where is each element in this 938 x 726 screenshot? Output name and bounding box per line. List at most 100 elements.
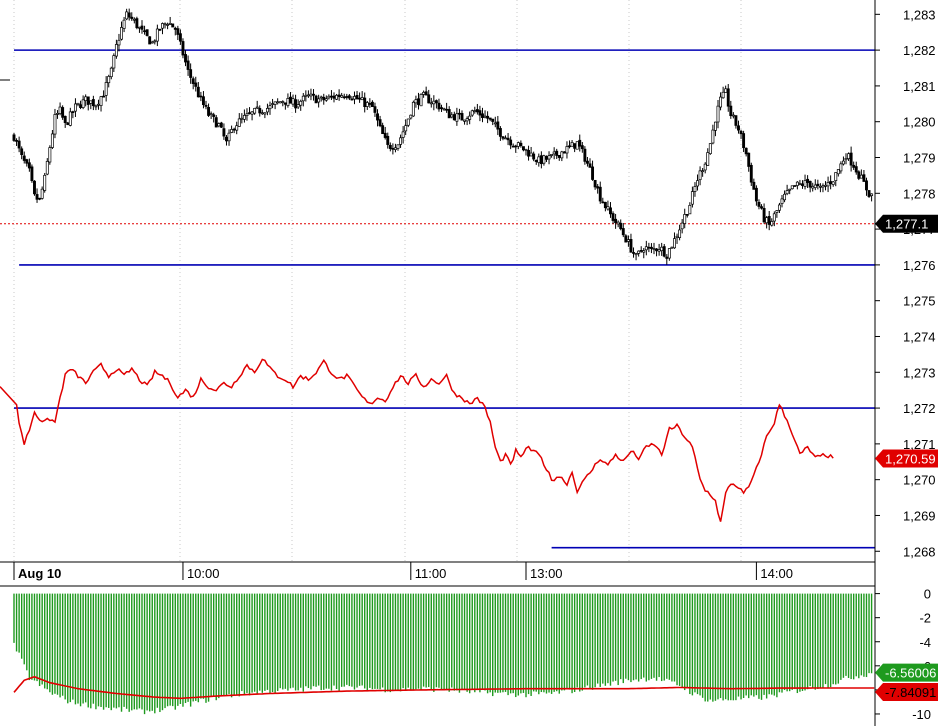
candle [296, 99, 300, 110]
candle [301, 92, 305, 107]
histogram-bar [691, 593, 694, 696]
candle [509, 136, 513, 150]
candle [376, 109, 379, 127]
histogram-bar [719, 593, 722, 699]
histogram-bar [274, 593, 276, 693]
candle [491, 118, 495, 126]
candle [79, 100, 83, 110]
candle [22, 151, 26, 164]
candle-body-down [481, 113, 484, 118]
histogram-bar [74, 593, 77, 705]
candle [276, 98, 280, 105]
candle-body-up [657, 249, 661, 252]
candle-body-down [363, 97, 367, 107]
candle [557, 155, 561, 161]
candle-body-up [276, 101, 280, 104]
candle-body-up [245, 113, 249, 116]
price-panel[interactable] [0, 8, 875, 549]
candle-body-up [335, 94, 339, 100]
candle [166, 22, 170, 30]
histogram-bar [745, 593, 747, 696]
candle [86, 96, 90, 111]
histogram-bar [668, 593, 671, 680]
candle-body-up [56, 112, 59, 115]
candle [772, 211, 776, 227]
candle [632, 247, 635, 258]
histogram-bar [315, 593, 317, 687]
histogram-bar [266, 593, 269, 690]
candle-body-down [225, 136, 228, 142]
candle-body-down [665, 256, 669, 259]
candle [514, 144, 518, 153]
red-line-path [0, 358, 834, 522]
histogram-bar [461, 593, 463, 690]
candle-body-down [332, 95, 336, 99]
candle [752, 178, 756, 190]
histogram-bar [735, 593, 737, 701]
candle [621, 223, 625, 238]
candle [94, 104, 98, 111]
histogram-bar [456, 593, 458, 691]
candle [45, 158, 49, 176]
candle-body-up [711, 129, 715, 144]
candle [368, 98, 372, 108]
candle-body-down [555, 150, 559, 156]
histogram-bar [748, 593, 750, 699]
histogram-bar [694, 593, 696, 693]
candle-body-up [626, 239, 630, 242]
indicator-panel[interactable] [13, 593, 875, 715]
candle [670, 246, 674, 249]
candle-body-up [772, 213, 776, 222]
histogram-bar [356, 593, 358, 688]
candle [258, 105, 262, 117]
candle-body-up [550, 154, 554, 156]
histogram-bar [614, 593, 617, 681]
candle [481, 107, 484, 123]
candle-body-up [463, 119, 467, 122]
candle [114, 39, 118, 59]
candle-body-down [619, 222, 623, 230]
candle [409, 114, 413, 120]
histogram-bar [671, 593, 673, 682]
histogram-bar [571, 593, 573, 694]
candle [125, 8, 129, 21]
candle-body-up [278, 101, 282, 104]
candle [353, 91, 356, 105]
histogram-bar [563, 593, 566, 691]
candle-body-down [729, 105, 733, 117]
candle [529, 146, 533, 157]
candle [148, 36, 152, 45]
histogram-bar [387, 593, 389, 692]
histogram-bar [704, 593, 706, 702]
indicator-tick-label: -2 [919, 611, 931, 626]
candle-body-up [552, 151, 556, 155]
histogram-bar [84, 593, 87, 703]
candle [99, 95, 103, 112]
candle-body-up [117, 39, 121, 46]
candle-body-up [783, 193, 787, 201]
histogram-bar [584, 593, 586, 688]
candle-body-down [204, 104, 208, 107]
candle-body-down [207, 106, 211, 116]
candle-body-up [396, 144, 400, 149]
histogram-bar [69, 593, 72, 703]
histogram-bar [61, 593, 64, 696]
candle [844, 153, 848, 165]
candle [235, 121, 239, 135]
candle-body-down [148, 36, 152, 45]
candle [857, 170, 861, 181]
candle [406, 118, 410, 128]
candle [135, 16, 139, 30]
candle [240, 113, 244, 124]
candle [432, 95, 436, 111]
histogram-bar [732, 593, 735, 701]
histogram-bar [643, 593, 645, 678]
histogram-bar [364, 593, 366, 689]
candle-body-up [870, 193, 874, 197]
candle-body-down [22, 155, 26, 161]
histogram-bar [556, 593, 558, 692]
candle-body-down [639, 250, 643, 252]
candle-body-down [17, 140, 21, 149]
histogram-bar [394, 593, 397, 691]
